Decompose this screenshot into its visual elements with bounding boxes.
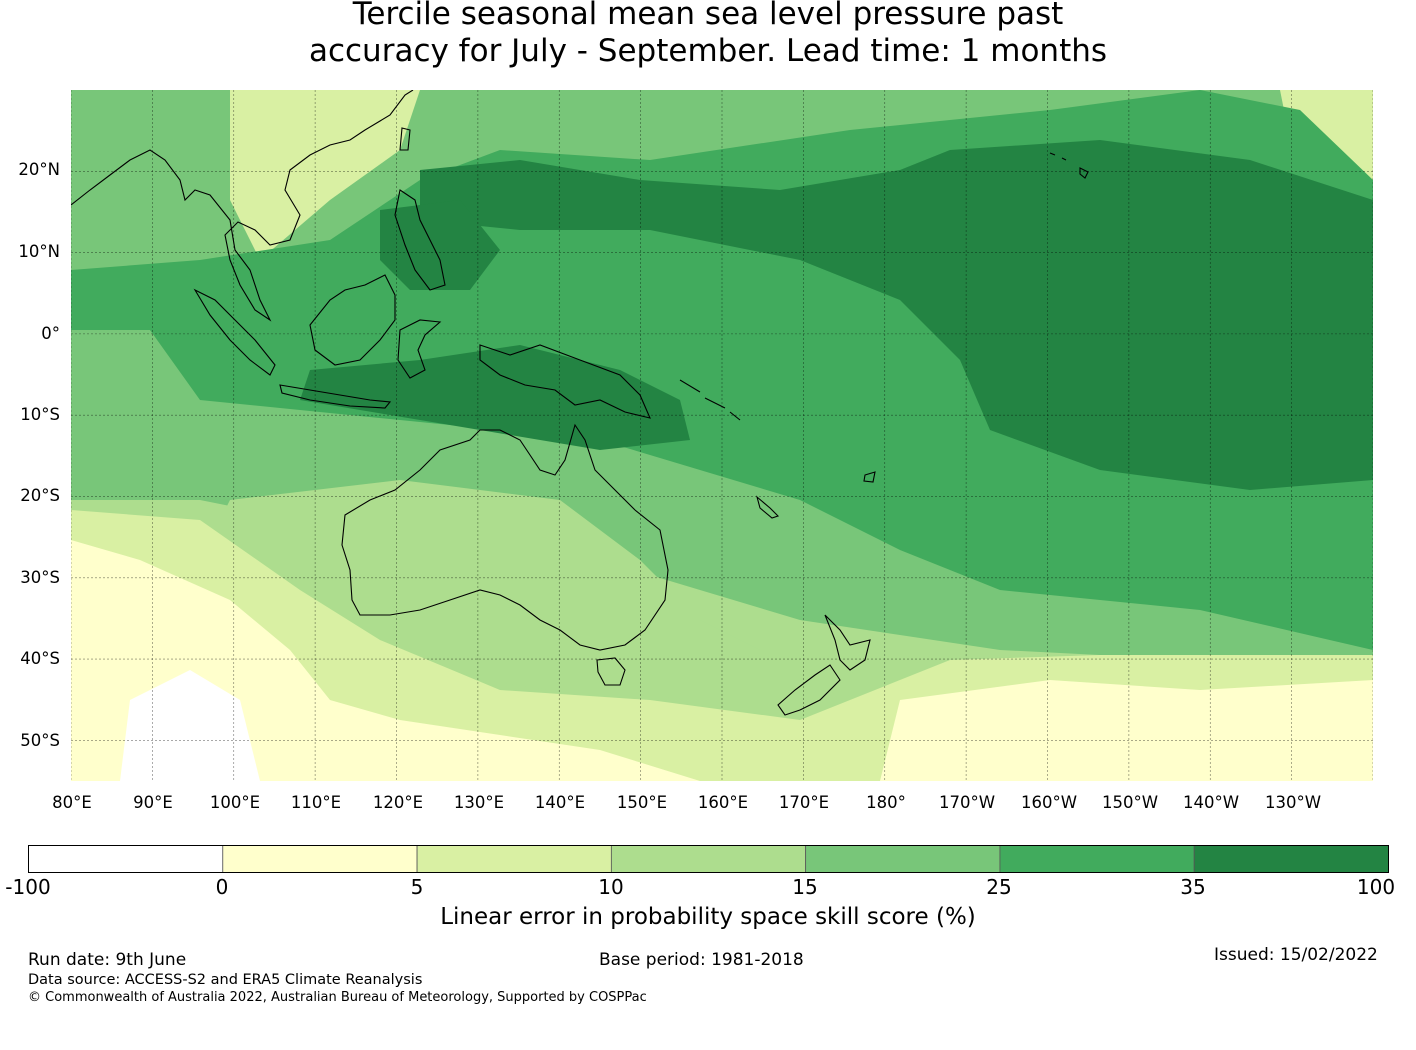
lon-label: 150°W (1101, 793, 1159, 812)
lon-label: 130°W (1264, 793, 1322, 812)
coastline-new-guinea (479, 344, 651, 419)
colorbar-segment (805, 845, 1001, 873)
colorbar-segment (610, 845, 807, 873)
skill-score-map (71, 90, 1373, 781)
colorbar-segment (222, 845, 418, 873)
colorbar-tick-label: 5 (410, 875, 424, 899)
base-period: Base period: 1981-2018 (599, 950, 804, 970)
lat-label: 20°N (18, 160, 60, 179)
lat-label: 0° (41, 324, 60, 343)
colorbar-tick-label: 100 (1356, 875, 1396, 899)
coastline-tasmania (596, 657, 626, 686)
colorbar-tick-label: 35 (1180, 875, 1206, 899)
lon-label: 140°E (534, 793, 586, 812)
colorbar-tick-label: 0 (215, 875, 229, 899)
coastline-new-caledonia (756, 495, 780, 519)
lat-label: 30°S (20, 568, 60, 587)
coastline-australia (341, 423, 669, 651)
coastline-java (279, 384, 392, 409)
lon-label: 100°E (209, 793, 261, 812)
lat-label: 50°S (20, 731, 60, 750)
lon-label: 160°W (1020, 793, 1078, 812)
data-source: Data source: ACCESS-S2 and ERA5 Climate … (28, 972, 423, 988)
colorbar-tick-label: -100 (5, 875, 51, 899)
colorbar-segment (999, 845, 1195, 873)
coastline-taiwan (399, 127, 411, 151)
lon-label: 110°E (290, 793, 342, 812)
colorbar-tick-label: 10 (598, 875, 624, 899)
colorbar-segment (1193, 845, 1389, 873)
coastline-philippines (394, 189, 446, 291)
run-date: Run date: 9th June (28, 950, 187, 970)
lon-label: 130°E (453, 793, 505, 812)
lon-label: 180° (866, 793, 906, 812)
coastline-asia-mainland (71, 90, 414, 322)
lon-label: 90°E (133, 793, 173, 812)
lon-label: 160°E (697, 793, 749, 812)
coastlines (71, 90, 1089, 716)
copyright: © Commonwealth of Australia 2022, Austra… (28, 990, 647, 1005)
colorbar-frame (28, 845, 1389, 873)
lon-label: 80°E (52, 793, 92, 812)
coastline-solomons (679, 379, 741, 421)
issued-date: Issued: 15/02/2022 (1214, 945, 1378, 965)
zone-35-100-central (420, 140, 1373, 490)
zone-35-100-westpac (380, 200, 500, 290)
lon-label: 150°E (616, 793, 668, 812)
colorbar-segment (28, 845, 224, 873)
coastline-sumatra (193, 288, 276, 376)
lat-label: 20°S (20, 486, 60, 505)
colorbar-segment (416, 845, 612, 873)
lon-label: 140°W (1182, 793, 1240, 812)
coastline-borneo (309, 274, 396, 366)
coastline-hawaii (1049, 152, 1089, 179)
colorbar-label: Linear error in probability space skill … (440, 904, 976, 930)
coastline-new-zealand-south (777, 664, 841, 716)
zone-35-100-maritime (300, 345, 690, 450)
coastline-sulawesi (397, 319, 442, 379)
zone-5-10-north (230, 90, 420, 260)
lat-label: 10°N (18, 242, 60, 261)
graticule (71, 90, 1373, 781)
colorbar-tick-label: 15 (792, 875, 818, 899)
lat-label: 10°S (20, 405, 60, 424)
coastline-fiji (863, 471, 876, 483)
colorbar (28, 845, 1389, 873)
lon-label: 170°E (778, 793, 830, 812)
map-title-line1: Tercile seasonal mean sea level pressure… (352, 0, 1064, 32)
lon-label: 170°W (938, 793, 996, 812)
map-title-line2: accuracy for July - September. Lead time… (308, 33, 1108, 69)
lon-label: 120°E (372, 793, 424, 812)
colorbar-tick-label: 25 (986, 875, 1012, 899)
zone-negative (120, 670, 260, 781)
coastline-new-zealand-north (824, 614, 871, 671)
zone-0-5-southeast (880, 680, 1373, 781)
lat-label: 40°S (20, 649, 60, 668)
